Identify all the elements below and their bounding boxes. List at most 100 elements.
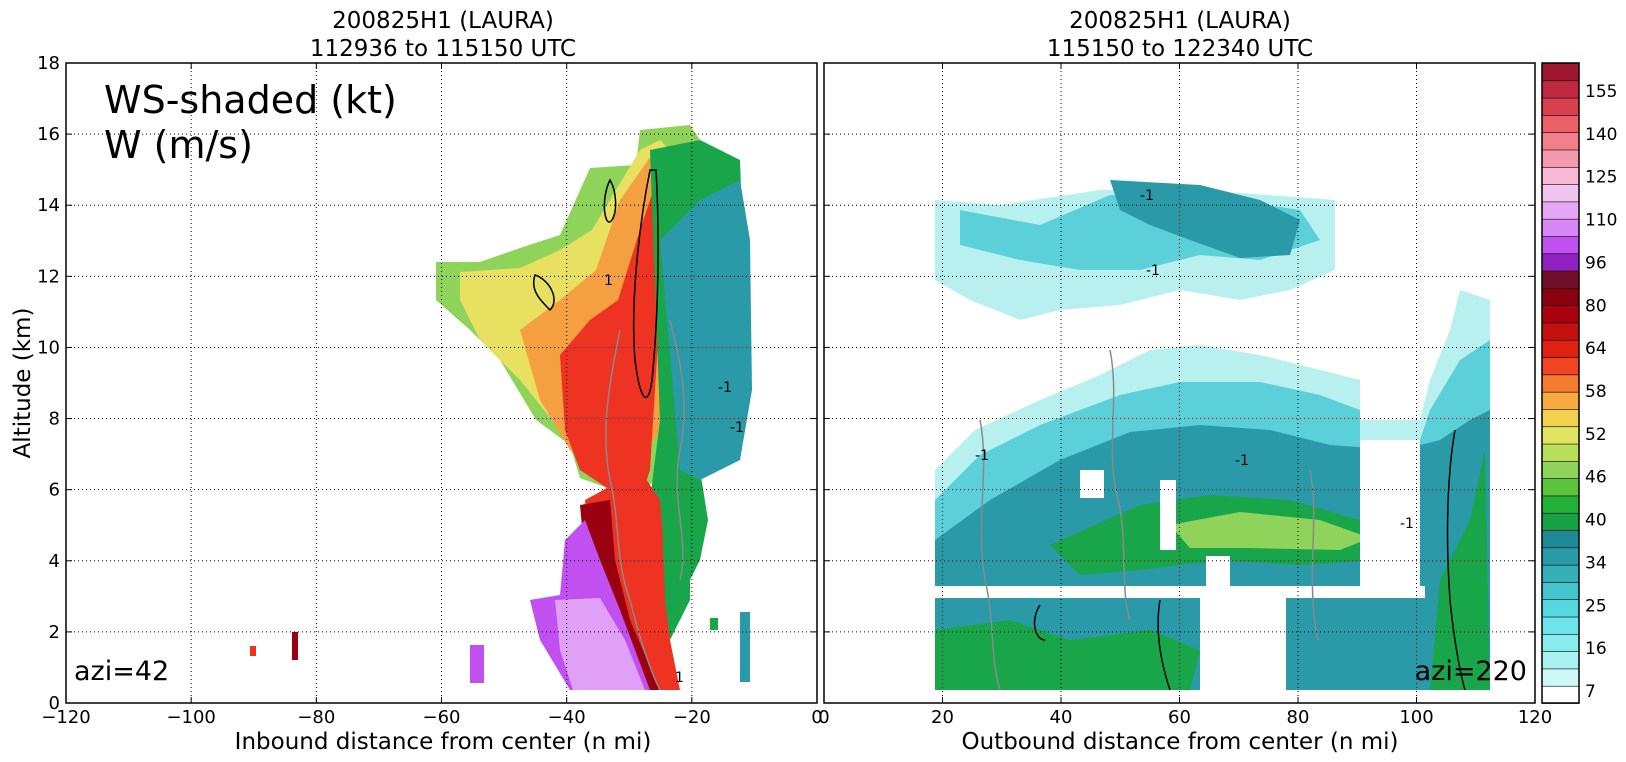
colorbar-label: 16 [1585, 639, 1607, 659]
colorbar-band [1541, 79, 1580, 99]
right-xtick-label: 100 [1399, 707, 1433, 728]
colorbar-band [1541, 633, 1580, 652]
colorbar-band [1541, 62, 1580, 82]
right-contour-black-1 [1446, 429, 1466, 691]
right-azimuth-label: azi=220 [1415, 656, 1527, 687]
colorbar-band [1541, 304, 1580, 324]
right-hole-3 [1206, 556, 1230, 588]
right-ticks: 0 20 40 60 80 100 120 [818, 62, 1552, 728]
right-upper-cloud-teal [1110, 180, 1300, 258]
left-ytick-label: 0 [49, 693, 60, 714]
left-contour-black-3 [603, 178, 617, 223]
colorbar-band [1541, 668, 1580, 687]
colorbar-band [1541, 443, 1580, 462]
colorbar-label: 110 [1585, 211, 1617, 231]
colorbar-band [1541, 529, 1580, 549]
left-xtick-label: 0 [811, 707, 822, 728]
colorbar-band [1541, 114, 1580, 133]
right-hole-5 [1360, 440, 1420, 590]
right-contour-label-5: -1 [1400, 516, 1414, 532]
right-contour-black-3 [1033, 604, 1046, 641]
colorbar-label: 25 [1585, 596, 1607, 616]
colorbar-label: 46 [1585, 468, 1607, 488]
right-contour-label-2: -1 [1146, 263, 1160, 279]
colorbar-band [1541, 97, 1580, 116]
left-ytick-label: 8 [49, 409, 60, 430]
right-panel: 200825H1 (LAURA) 115150 to 122340 UTC [818, 8, 1552, 755]
colorbar-label: 155 [1585, 82, 1617, 102]
colorbar-band [1541, 252, 1580, 272]
left-ticks: −120 −100 −80 −60 −40 −20 0 0 2 4 6 8 10 12 14 16 18 [37, 53, 823, 728]
colorbar-band [1541, 650, 1580, 670]
colorbar-bands [1541, 62, 1580, 704]
left-ytick-label: 4 [49, 551, 60, 572]
colorbar-band [1541, 270, 1580, 289]
colorbar-label: 52 [1585, 425, 1607, 445]
right-gridlines [824, 63, 1535, 703]
colorbar-band [1541, 322, 1580, 341]
left-ytick-label: 6 [49, 480, 60, 501]
colorbar-band [1541, 356, 1580, 376]
left-annotation-line2: W (m/s) [104, 123, 253, 167]
colorbar-label: 40 [1585, 511, 1607, 531]
right-xtick-label: 40 [1050, 707, 1073, 728]
colorbar-band [1541, 183, 1580, 203]
left-contour-label-2: -1 [718, 380, 732, 396]
right-contour-black-2 [1157, 599, 1171, 691]
right-lower-right-green [1430, 450, 1490, 690]
left-title-line1: 200825H1 (LAURA) [332, 8, 554, 34]
left-ytick-label: 14 [37, 195, 60, 216]
left-title-line2: 112936 to 115150 UTC [310, 36, 576, 62]
left-field-lightpurple [555, 598, 645, 690]
colorbar-band [1541, 374, 1580, 393]
right-contour-gray-3 [1309, 469, 1319, 641]
left-contour-black-2 [533, 274, 555, 312]
colorbar: 7 16 25 34 40 46 52 58 64 80 96 110 125 140 155 [1541, 62, 1617, 704]
right-hole-2 [1160, 480, 1176, 550]
left-xtick-label: −80 [297, 707, 335, 728]
colorbar-band [1541, 339, 1580, 358]
right-contour-label-4: -1 [1235, 453, 1249, 469]
left-plot-area: 1 -1 -1 1 [250, 125, 752, 691]
left-xtick-label: −120 [41, 707, 90, 728]
colorbar-band [1541, 547, 1580, 566]
colorbar-label: 64 [1585, 339, 1607, 359]
left-field-small-purple [470, 645, 484, 683]
right-hole-4 [1200, 598, 1286, 690]
left-ytick-label: 10 [37, 337, 60, 358]
right-main-lightgreen [1170, 512, 1370, 550]
left-contour-label-3: -1 [730, 420, 744, 436]
left-xtick-label: −40 [548, 707, 586, 728]
left-contour-black-1 [632, 169, 659, 399]
left-azimuth-label: azi=42 [74, 656, 169, 687]
colorbar-band [1541, 512, 1580, 531]
colorbar-band [1541, 495, 1580, 514]
colorbar-band [1541, 564, 1580, 583]
right-xtick-label: 60 [1168, 707, 1191, 728]
colorbar-band [1541, 685, 1580, 704]
right-lower-green [935, 620, 1200, 690]
right-xtick-label: 20 [931, 707, 954, 728]
right-contour-label-1: -1 [1140, 188, 1154, 204]
left-contour-label-4: 1 [675, 670, 684, 686]
colorbar-band [1541, 460, 1580, 479]
colorbar-band [1541, 149, 1580, 168]
right-hole-1 [1080, 470, 1104, 498]
colorbar-band [1541, 235, 1580, 255]
left-gridlines [66, 63, 817, 703]
colorbar-band [1541, 425, 1580, 445]
right-x-axis-label: Outbound distance from center (n mi) [962, 729, 1399, 755]
left-ytick-label: 16 [37, 124, 60, 145]
colorbar-band [1541, 218, 1580, 237]
right-contour-gray-1 [979, 419, 1001, 691]
left-ytick-label: 12 [37, 266, 60, 287]
colorbar-band [1541, 581, 1580, 601]
colorbar-band [1541, 166, 1580, 185]
colorbar-band [1541, 287, 1580, 306]
left-y-axis-label: Altitude (km) [10, 308, 36, 459]
colorbar-band [1541, 201, 1580, 220]
left-ytick-label: 18 [37, 53, 60, 74]
right-title-line2: 115150 to 122340 UTC [1047, 36, 1313, 62]
left-contour-gray-1 [605, 329, 661, 691]
